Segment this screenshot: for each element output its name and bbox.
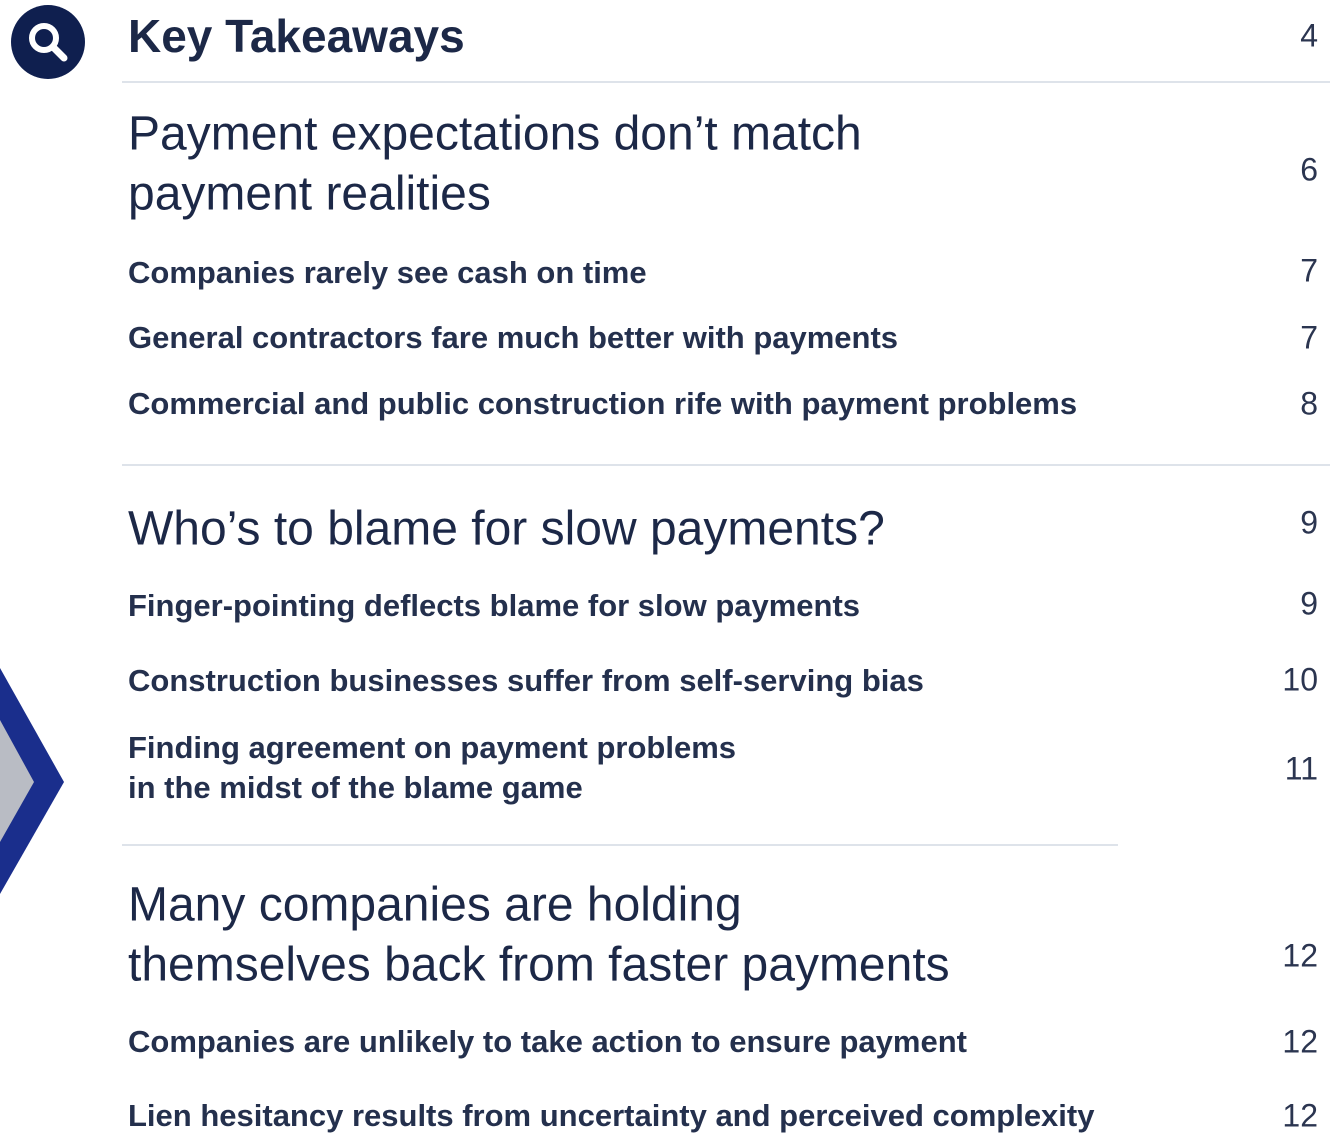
item-title: Finding agreement on payment problems	[128, 730, 736, 765]
item-title: Companies rarely see cash on time	[128, 255, 647, 290]
search-glass	[29, 23, 59, 53]
search-handle	[49, 43, 68, 62]
page-number: 7	[1300, 252, 1318, 288]
section-title: payment realities	[128, 168, 491, 221]
page-number: 12	[1282, 1097, 1318, 1133]
chevron-inner	[0, 720, 34, 842]
page-number: 9	[1300, 504, 1318, 540]
page-number: 6	[1300, 151, 1318, 187]
page-number: 12	[1282, 937, 1318, 973]
item-title: Finger-pointing deflects blame for slow …	[128, 588, 860, 623]
section-title: themselves back from faster payments	[128, 939, 950, 992]
page-number: 10	[1282, 661, 1318, 697]
section-title: Who’s to blame for slow payments?	[128, 503, 885, 556]
item-title: Lien hesitancy results from uncertainty …	[128, 1098, 1095, 1133]
page-number: 12	[1282, 1023, 1318, 1059]
page-number: 11	[1285, 750, 1318, 786]
item-title: in the midst of the blame game	[128, 770, 583, 805]
item-title: General contractors fare much better wit…	[128, 320, 898, 355]
page-number: 4	[1300, 17, 1318, 53]
page-number: 9	[1300, 585, 1318, 621]
search-icon	[11, 5, 85, 79]
item-title: Companies are unlikely to take action to…	[128, 1024, 967, 1059]
section-title: Many companies are holding	[128, 879, 742, 932]
section-title: Key Takeaways	[128, 10, 465, 62]
item-title: Construction businesses suffer from self…	[128, 663, 924, 698]
page-number: 8	[1300, 385, 1318, 421]
item-title: Commercial and public construction rife …	[128, 386, 1077, 421]
page-number: 7	[1300, 319, 1318, 355]
section-title: Payment expectations don’t match	[128, 108, 862, 161]
